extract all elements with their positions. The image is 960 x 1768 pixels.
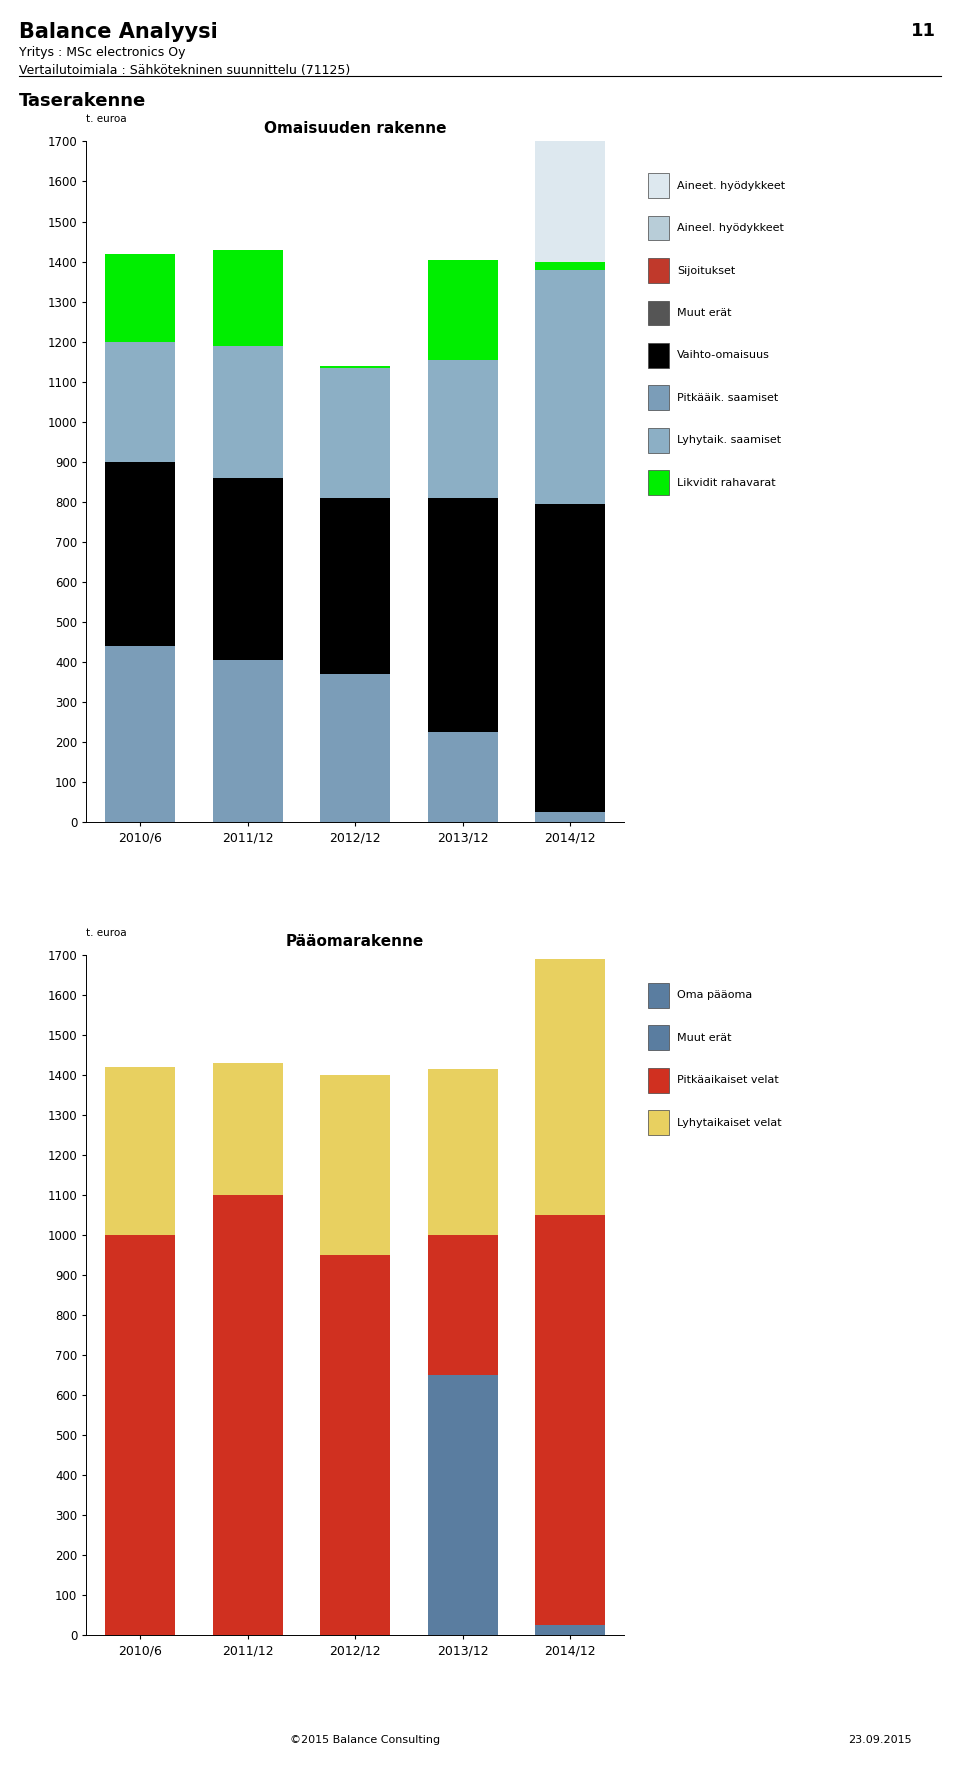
Bar	[321, 1255, 390, 1635]
Text: Lyhytaik. saamiset: Lyhytaik. saamiset	[677, 435, 780, 446]
Title: Pääomarakenne: Pääomarakenne	[286, 934, 424, 949]
Bar	[106, 461, 175, 645]
Bar	[536, 269, 605, 504]
Text: Yritys : MSc electronics Oy: Yritys : MSc electronics Oy	[19, 46, 185, 58]
Text: Likvidit rahavarat: Likvidit rahavarat	[677, 477, 776, 488]
Bar	[428, 1236, 497, 1376]
Bar	[106, 1066, 175, 1236]
Bar	[428, 732, 497, 822]
Text: Pitkäaikaiset velat: Pitkäaikaiset velat	[677, 1075, 779, 1086]
Bar	[536, 958, 605, 1215]
Bar	[213, 477, 282, 659]
Bar	[213, 345, 282, 477]
Bar	[106, 645, 175, 822]
Text: Aineet. hyödykkeet: Aineet. hyödykkeet	[677, 180, 785, 191]
Text: 11: 11	[911, 21, 936, 41]
Title: Omaisuuden rakenne: Omaisuuden rakenne	[264, 120, 446, 136]
Bar	[428, 499, 497, 732]
Bar	[428, 1070, 497, 1236]
Text: Aineel. hyödykkeet: Aineel. hyödykkeet	[677, 223, 783, 233]
Text: Muut erät: Muut erät	[677, 1033, 732, 1043]
Text: Vertailutoimiala : Sähkötekninen suunnittelu (71125): Vertailutoimiala : Sähkötekninen suunnit…	[19, 64, 350, 76]
Bar	[536, 1625, 605, 1635]
Bar	[213, 1063, 282, 1195]
Bar	[106, 253, 175, 341]
Bar	[536, 262, 605, 269]
Text: Vaihto-omaisuus: Vaihto-omaisuus	[677, 350, 770, 361]
Text: Oma pääoma: Oma pääoma	[677, 990, 752, 1001]
Text: Taserakenne: Taserakenne	[19, 92, 147, 110]
Bar	[106, 341, 175, 461]
Bar	[321, 499, 390, 674]
Bar	[321, 674, 390, 822]
Bar	[536, 504, 605, 812]
Bar	[536, 812, 605, 822]
Bar	[213, 1195, 282, 1635]
Text: 23.09.2015: 23.09.2015	[849, 1734, 912, 1745]
Bar	[213, 249, 282, 345]
Text: Balance Analyysi: Balance Analyysi	[19, 21, 218, 42]
Text: Lyhytaikaiset velat: Lyhytaikaiset velat	[677, 1117, 781, 1128]
Bar	[428, 359, 497, 499]
Bar	[321, 1075, 390, 1255]
Bar	[428, 1376, 497, 1635]
Bar	[321, 366, 390, 368]
Bar	[428, 260, 497, 359]
Bar	[321, 368, 390, 499]
Text: Muut erät: Muut erät	[677, 308, 732, 318]
Bar	[536, 1215, 605, 1625]
Text: Pitkääik. saamiset: Pitkääik. saamiset	[677, 392, 778, 403]
Text: t. euroa: t. euroa	[86, 928, 127, 937]
Text: t. euroa: t. euroa	[86, 115, 127, 124]
Bar	[536, 141, 605, 262]
Bar	[106, 1236, 175, 1635]
Bar	[213, 659, 282, 822]
Text: ©2015 Balance Consulting: ©2015 Balance Consulting	[290, 1734, 440, 1745]
Text: Sijoitukset: Sijoitukset	[677, 265, 735, 276]
